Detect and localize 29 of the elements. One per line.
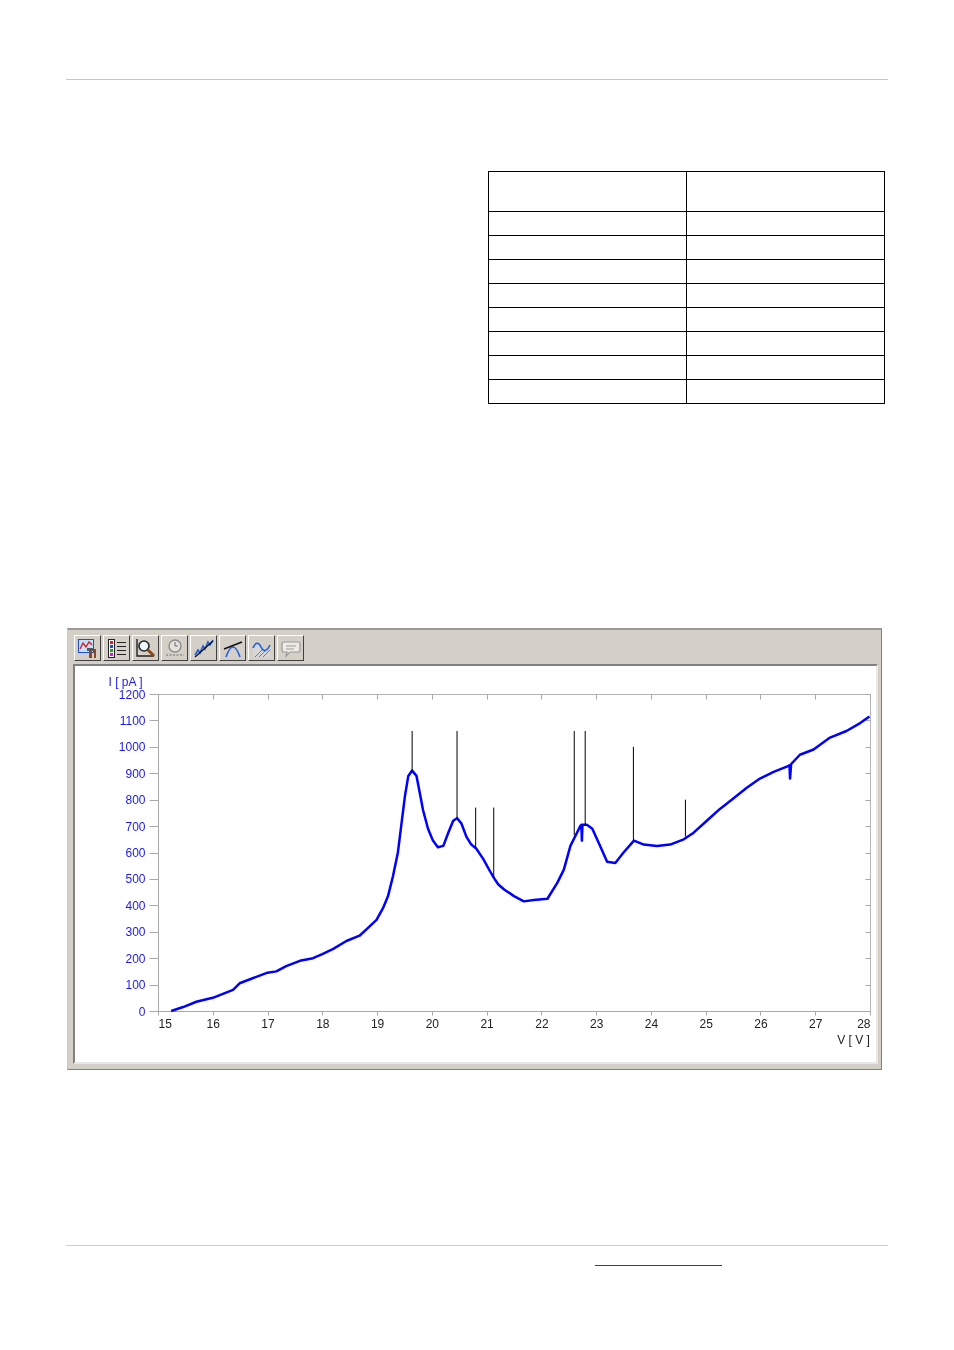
y-tick-label: 600 (125, 846, 146, 860)
x-tick-label: 24 (644, 1016, 659, 1031)
y-tick-label: 0 (138, 1004, 146, 1019)
y-tick-label: 1000 (118, 740, 146, 755)
x-tick-label: 28 (857, 1016, 871, 1031)
x-axis-title: V [ V ] (837, 1032, 870, 1047)
x-tick-label: 25 (699, 1016, 714, 1031)
line-series (169, 715, 871, 1013)
y-tick-label: 1100 (119, 713, 146, 728)
y-tick-label: 900 (125, 766, 146, 781)
x-tick-label: 22 (535, 1016, 549, 1031)
x-tick-label: 27 (809, 1016, 823, 1031)
x-tick-label: 16 (206, 1016, 221, 1031)
y-tick-label: 500 (125, 872, 146, 887)
x-tick-label: 18 (316, 1016, 330, 1031)
x-tick-label: 17 (261, 1016, 276, 1031)
x-tick-label: 21 (480, 1016, 495, 1031)
x-tick-label: 23 (589, 1016, 604, 1031)
y-tick-label: 100 (125, 978, 146, 993)
y-axis-title: I [ pA ] (108, 674, 143, 689)
x-tick-label: 19 (370, 1016, 385, 1031)
y-tick-label: 300 (125, 925, 146, 940)
x-tick-label: 15 (158, 1016, 173, 1031)
y-tick-label: 700 (125, 819, 146, 834)
x-tick-label: 26 (754, 1016, 768, 1031)
y-tick-label: 400 (125, 898, 146, 913)
y-tick-label: 200 (125, 951, 146, 966)
x-tick-label: 20 (425, 1016, 440, 1031)
y-tick-label: 800 (125, 793, 146, 808)
